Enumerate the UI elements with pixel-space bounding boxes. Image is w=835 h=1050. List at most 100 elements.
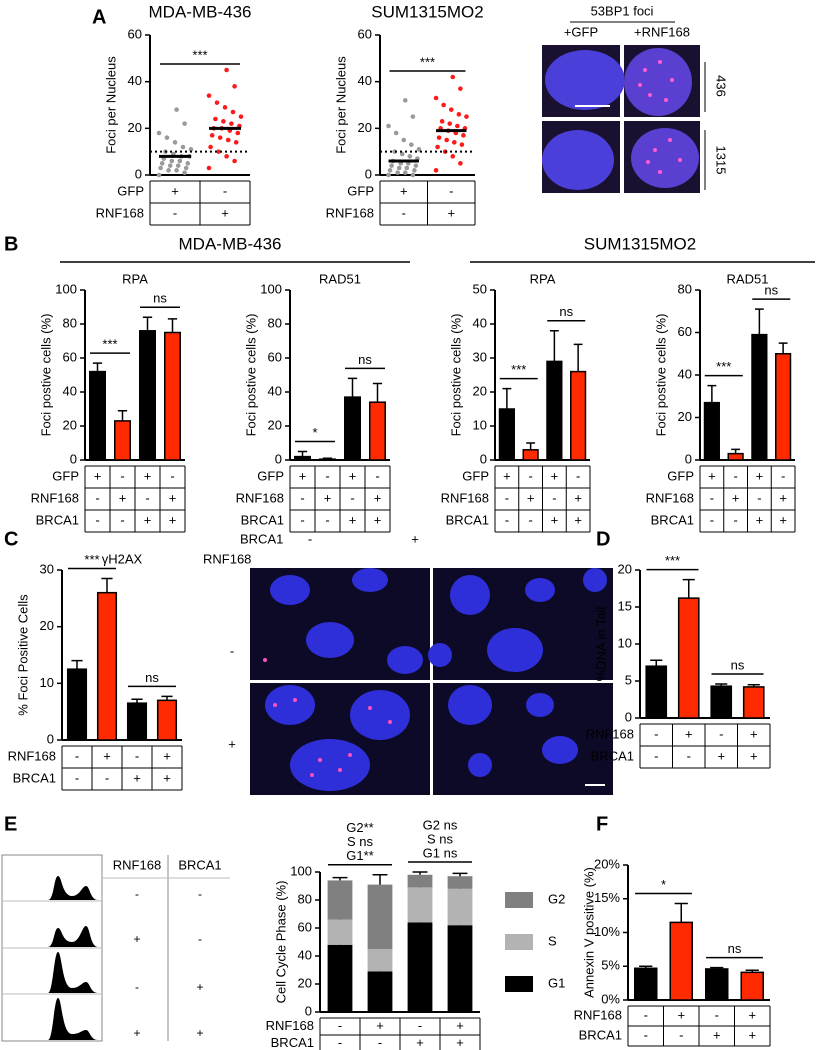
table-cell: + <box>144 512 152 527</box>
dot <box>174 107 179 112</box>
table-cell: - <box>710 512 714 527</box>
significance-label: G1** <box>346 848 373 863</box>
table-row-label: BRCA1 <box>271 1035 314 1050</box>
table-cell: + <box>717 748 725 763</box>
table-cell: - <box>418 1018 422 1033</box>
significance-label: *** <box>716 359 731 374</box>
bar-segment <box>327 944 353 1012</box>
bar <box>294 455 311 461</box>
table-cell: - <box>654 726 658 741</box>
significance-label: ns <box>559 304 573 319</box>
bar <box>669 921 694 1001</box>
bar <box>89 370 106 461</box>
y-tick-label: 0 <box>70 451 77 466</box>
table-cell: + <box>750 726 758 741</box>
image-row: 1315 <box>714 146 729 175</box>
table-cell: - <box>120 512 124 527</box>
y-tick-label: 20 <box>358 120 372 135</box>
table-cell: + <box>503 468 511 483</box>
y-axis-label: Foci per Nucleus <box>333 56 348 154</box>
y-tick-label: 20 <box>678 409 692 424</box>
table-cell: - <box>644 1007 648 1022</box>
table-cell: + <box>456 1018 464 1033</box>
foci-image: 53BP1 foci +GFP +RNF168 436 1315 <box>542 3 729 193</box>
y-tick-label: 30 <box>473 349 487 364</box>
error-bar <box>142 316 153 331</box>
y-tick-label: 0 <box>685 451 692 466</box>
bar <box>369 401 386 461</box>
table-cell: + <box>574 490 582 505</box>
image-column: +GFP <box>564 24 598 39</box>
bar <box>677 597 700 719</box>
table-row-label: BRCA1 <box>579 1027 622 1042</box>
error-bar <box>754 308 764 335</box>
y-tick-label: 20 <box>473 383 487 398</box>
table-cell: - <box>505 512 509 527</box>
y-tick-label: 0 <box>275 451 282 466</box>
dot <box>451 140 457 145</box>
table-row-label: GFP <box>52 468 79 483</box>
dot <box>413 163 419 168</box>
bar <box>570 370 587 461</box>
table-cell: - <box>528 468 532 483</box>
y-tick-label: 50 <box>473 281 487 296</box>
table-row-label: BRCA1 <box>13 770 56 785</box>
table-cell: - <box>505 490 509 505</box>
significance-label: * <box>661 877 666 892</box>
error-bar <box>682 578 695 599</box>
table-cell: + <box>171 183 179 198</box>
chart-title: RAD51 <box>319 271 361 286</box>
dot <box>208 144 213 150</box>
dot <box>389 163 394 168</box>
table-cell: + <box>708 468 716 483</box>
y-tick-label: 10 <box>473 417 487 432</box>
error-bar <box>745 969 759 973</box>
image-column: +RNF168 <box>634 24 690 39</box>
significance-label: *** <box>420 54 435 69</box>
error-bar <box>650 659 663 667</box>
error-bar <box>549 330 559 362</box>
y-tick-label: 100 <box>260 281 282 296</box>
table-row-label: RNF168 <box>96 205 144 220</box>
nucleus <box>542 130 614 190</box>
bar-segment <box>327 919 353 945</box>
table-cell: + <box>163 748 171 763</box>
bar <box>114 420 131 461</box>
dot <box>214 100 220 105</box>
image-title: 53BP1 foci <box>591 3 654 18</box>
table-cell: + <box>163 770 171 785</box>
table-cell: - <box>687 748 691 763</box>
dot <box>206 93 212 98</box>
dot <box>464 114 469 119</box>
table-cell: + <box>119 490 127 505</box>
table-cell: + <box>756 512 764 527</box>
table-cell: + <box>94 468 102 483</box>
dot <box>182 121 187 126</box>
table-cell: + <box>169 490 177 505</box>
bar-segment <box>367 949 393 972</box>
bar <box>633 967 658 1001</box>
table-cell: + <box>447 205 455 220</box>
error-bar <box>452 872 468 877</box>
error-bar <box>131 698 143 704</box>
table-cell: + <box>376 1018 384 1033</box>
nucleus <box>624 48 692 116</box>
dot <box>396 165 402 171</box>
table-cell: - <box>300 490 304 505</box>
dot <box>182 170 187 175</box>
bar <box>546 360 563 461</box>
table-cell: - <box>375 468 379 483</box>
dot <box>455 123 460 129</box>
significance-label: * <box>312 425 317 440</box>
image-column-header: BRCA1 <box>240 531 283 546</box>
dot <box>232 158 237 164</box>
y-tick-label: 30 <box>40 561 54 576</box>
dot <box>185 161 191 166</box>
dot <box>213 116 218 122</box>
dot <box>175 163 181 168</box>
error-bar <box>715 683 728 687</box>
dot <box>458 161 463 166</box>
y-axis-label: Annexin V positive (%) <box>581 867 596 998</box>
dot <box>386 123 391 129</box>
